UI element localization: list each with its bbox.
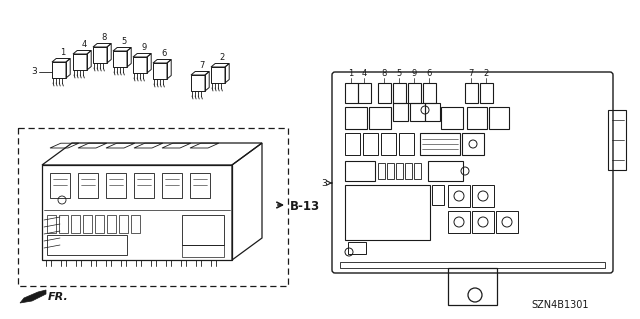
Bar [408, 83, 421, 103]
Bar [78, 173, 98, 198]
Bar [465, 83, 478, 103]
Bar [428, 161, 463, 181]
Text: 7: 7 [468, 69, 474, 78]
Text: 7: 7 [199, 61, 205, 70]
Bar [387, 163, 394, 179]
Bar [448, 211, 470, 233]
Text: 5: 5 [122, 37, 127, 46]
Text: 3: 3 [321, 179, 327, 188]
Bar [472, 211, 494, 233]
Bar [345, 185, 430, 240]
Bar [71, 215, 80, 233]
Bar [119, 215, 128, 233]
Text: SZN4B1301: SZN4B1301 [531, 300, 589, 310]
Bar [345, 133, 360, 155]
Bar [18, 128, 288, 286]
Text: 6: 6 [426, 69, 432, 78]
Text: 1: 1 [60, 48, 66, 57]
Bar [363, 133, 378, 155]
Bar [107, 215, 116, 233]
Bar [83, 215, 92, 233]
Bar [393, 103, 408, 121]
Bar [345, 161, 375, 181]
Bar [106, 173, 126, 198]
Text: 8: 8 [381, 69, 387, 78]
Bar [162, 173, 182, 198]
Bar [405, 163, 412, 179]
Bar [190, 173, 210, 198]
Bar [489, 107, 509, 129]
Bar [182, 245, 224, 257]
Bar [414, 163, 421, 179]
Bar [348, 242, 366, 254]
Text: 4: 4 [362, 69, 367, 78]
Bar [59, 215, 68, 233]
Text: 2: 2 [483, 69, 488, 78]
Bar [448, 268, 497, 305]
Bar [396, 163, 403, 179]
Text: B-13: B-13 [290, 199, 320, 212]
Bar [420, 133, 460, 155]
Bar [410, 103, 425, 121]
Bar [423, 83, 436, 103]
Bar [131, 215, 140, 233]
Bar [608, 110, 626, 170]
Polygon shape [20, 290, 46, 303]
Bar [345, 83, 358, 103]
Bar [134, 173, 154, 198]
Bar [448, 185, 470, 207]
Bar [95, 215, 104, 233]
Bar [50, 173, 70, 198]
Bar [425, 103, 440, 121]
Bar [358, 83, 371, 103]
Bar [182, 215, 224, 245]
Text: 3: 3 [31, 68, 37, 77]
Bar [462, 133, 484, 155]
Bar [441, 107, 463, 129]
Text: 5: 5 [396, 69, 402, 78]
Bar [378, 163, 385, 179]
Text: FR.: FR. [48, 292, 68, 302]
Bar [393, 83, 406, 103]
Bar [467, 107, 487, 129]
Text: 8: 8 [101, 33, 107, 42]
Text: 9: 9 [412, 69, 417, 78]
Bar [399, 133, 414, 155]
Bar [432, 185, 444, 205]
Text: 6: 6 [161, 49, 166, 58]
Bar [472, 185, 494, 207]
Bar [381, 133, 396, 155]
Bar [345, 107, 367, 129]
Bar [378, 83, 391, 103]
Bar [47, 215, 56, 233]
Text: 4: 4 [81, 40, 86, 49]
Text: 1: 1 [348, 69, 354, 78]
Bar [496, 211, 518, 233]
Bar [369, 107, 391, 129]
Bar [480, 83, 493, 103]
Bar [47, 235, 127, 255]
Bar [340, 262, 605, 268]
Text: 9: 9 [141, 43, 147, 52]
Text: 2: 2 [220, 53, 225, 62]
